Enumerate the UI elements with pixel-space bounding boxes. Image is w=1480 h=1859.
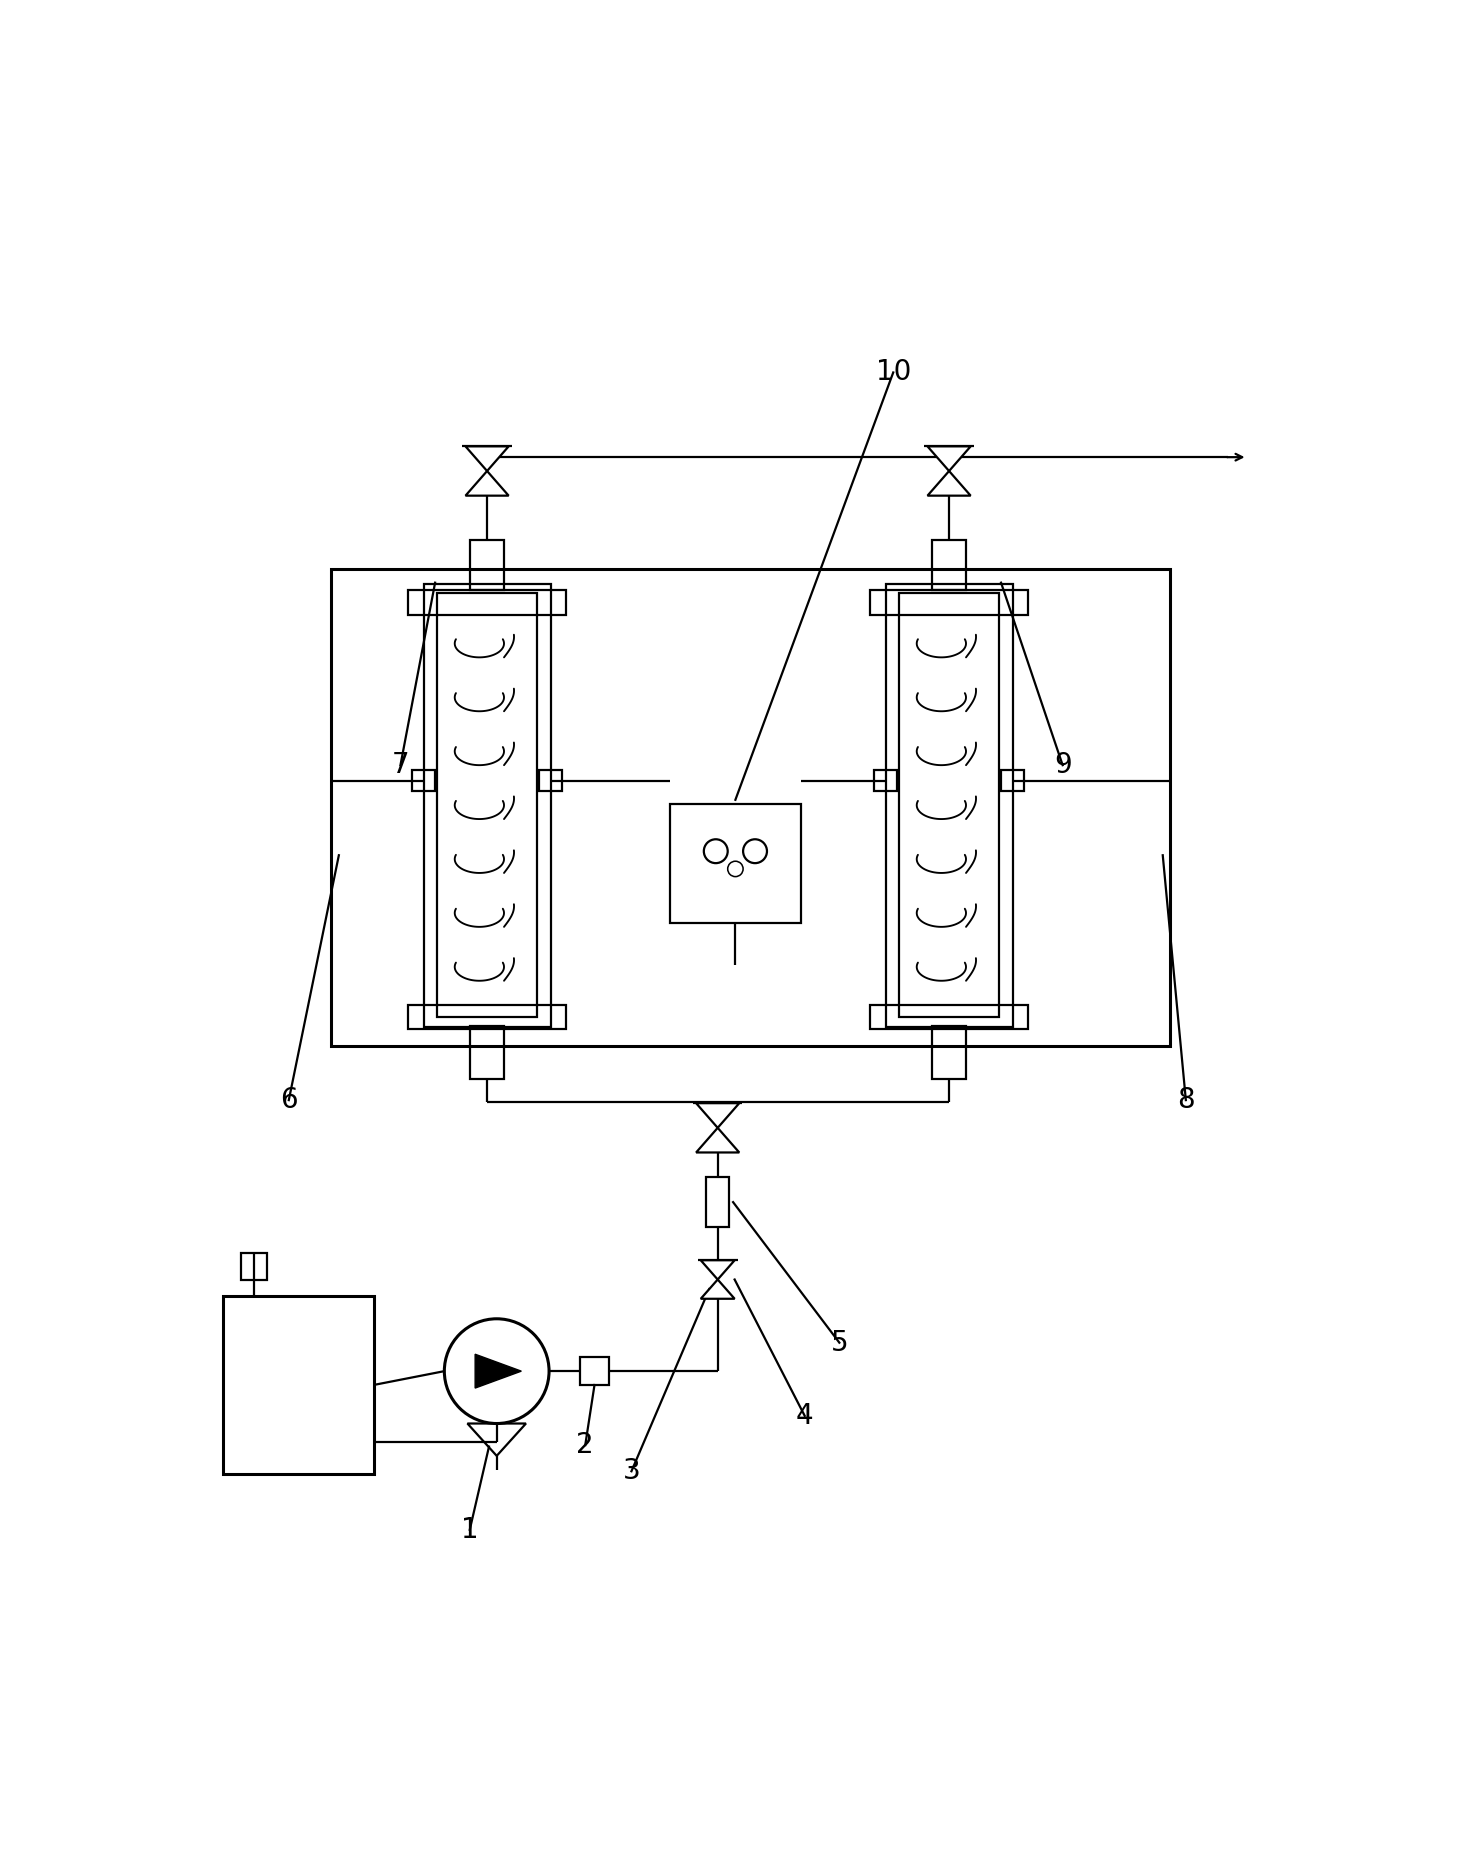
Bar bbox=[223, 1296, 373, 1474]
Polygon shape bbox=[928, 470, 971, 496]
Bar bbox=[408, 591, 565, 615]
Polygon shape bbox=[696, 1102, 739, 1128]
Bar bbox=[411, 770, 435, 792]
Bar bbox=[932, 541, 966, 591]
Polygon shape bbox=[700, 1260, 734, 1279]
Polygon shape bbox=[475, 1353, 521, 1389]
Text: 2: 2 bbox=[576, 1431, 593, 1459]
Bar bbox=[241, 1253, 268, 1279]
Bar bbox=[1000, 770, 1024, 792]
Bar bbox=[898, 593, 999, 1017]
Polygon shape bbox=[928, 446, 971, 470]
Bar bbox=[437, 593, 537, 1017]
Bar bbox=[469, 1026, 505, 1078]
Bar bbox=[706, 1177, 730, 1227]
Bar bbox=[469, 541, 505, 591]
Bar bbox=[539, 770, 562, 792]
Polygon shape bbox=[696, 1128, 739, 1153]
Bar bbox=[875, 770, 897, 792]
Bar bbox=[870, 1004, 1029, 1030]
Text: 3: 3 bbox=[623, 1457, 641, 1485]
Bar bbox=[670, 803, 801, 924]
Bar bbox=[580, 1357, 610, 1385]
Polygon shape bbox=[700, 1279, 734, 1299]
Bar bbox=[423, 584, 551, 1026]
Text: 10: 10 bbox=[876, 359, 910, 387]
Text: 6: 6 bbox=[280, 1086, 297, 1114]
Polygon shape bbox=[466, 470, 509, 496]
Polygon shape bbox=[466, 446, 509, 470]
Text: 5: 5 bbox=[830, 1329, 848, 1357]
Text: 4: 4 bbox=[796, 1402, 814, 1430]
Bar bbox=[885, 584, 1012, 1026]
Bar bbox=[408, 1004, 565, 1030]
Text: 7: 7 bbox=[392, 751, 410, 779]
Text: 9: 9 bbox=[1054, 751, 1072, 779]
Text: 1: 1 bbox=[460, 1515, 478, 1543]
Bar bbox=[870, 591, 1029, 615]
Bar bbox=[332, 569, 1171, 1047]
Text: 8: 8 bbox=[1177, 1086, 1194, 1114]
Bar bbox=[932, 1026, 966, 1078]
